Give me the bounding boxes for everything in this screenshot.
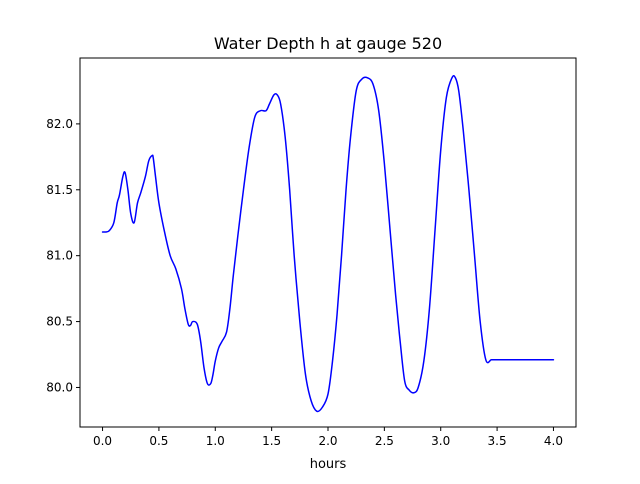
x-tick-label: 0.5	[149, 434, 168, 448]
x-tick-label: 2.0	[318, 434, 337, 448]
x-tick-label: 3.5	[488, 434, 507, 448]
x-tick-label: 3.0	[431, 434, 450, 448]
y-tick-label: 82.0	[46, 117, 73, 131]
axis-ticks: 0.0 0.5 1.0 1.5 2.0 2.5 3.0 3.5 4.0 80.0 80.5 81.0 8…	[46, 117, 563, 448]
x-axis-label: hours	[310, 457, 347, 472]
series-line-0	[101, 74, 555, 413]
chart-title: Water Depth h at gauge 520	[214, 34, 442, 53]
plot-frame	[79, 57, 577, 428]
series-layer	[101, 74, 555, 413]
y-tick-label: 80.0	[46, 380, 73, 394]
y-tick-label: 81.0	[46, 249, 73, 263]
y-tick-label: 80.5	[46, 315, 73, 329]
x-tick-label: 2.5	[375, 434, 394, 448]
plot-area	[80, 58, 576, 427]
y-tick-label: 81.5	[46, 183, 73, 197]
x-tick-label: 0.0	[93, 434, 112, 448]
x-tick-label: 1.5	[262, 434, 281, 448]
x-tick-label: 1.0	[206, 434, 225, 448]
x-tick-label: 4.0	[544, 434, 563, 448]
